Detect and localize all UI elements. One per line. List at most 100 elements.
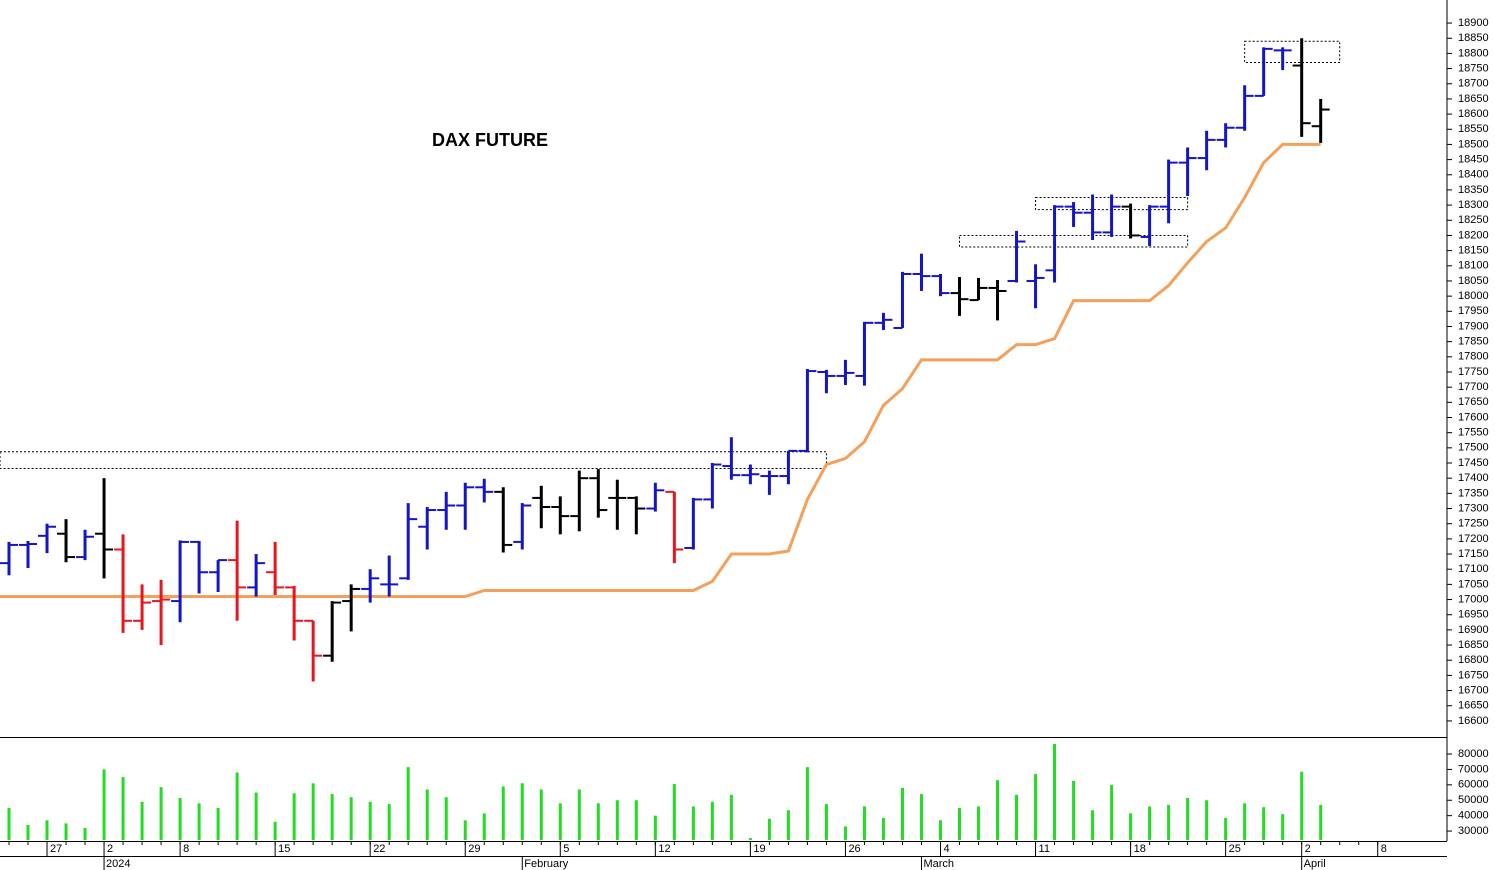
x-tick-label: 11 xyxy=(1039,843,1050,855)
volume-bar xyxy=(349,797,353,840)
volume-bar xyxy=(7,807,11,840)
y-tick-label: 17600 xyxy=(1458,411,1489,423)
y-tick-label: 18400 xyxy=(1458,169,1489,181)
volume-bar xyxy=(197,803,201,840)
x-group-label: April xyxy=(1304,858,1326,870)
y-tick-label: 17550 xyxy=(1458,427,1489,439)
volume-bar xyxy=(577,789,581,840)
y-tick-label: 18450 xyxy=(1458,154,1489,166)
volume-bar xyxy=(368,801,372,840)
volume-bar xyxy=(1224,817,1228,840)
volume-bar xyxy=(311,783,315,840)
y-tick-label: 16900 xyxy=(1458,624,1489,636)
volume-tick-label: 30000 xyxy=(1458,825,1489,837)
y-tick-label: 18350 xyxy=(1458,184,1489,196)
volume-bar xyxy=(1034,774,1038,840)
volume-bar xyxy=(1281,814,1285,840)
y-tick-label: 17050 xyxy=(1458,578,1489,590)
volume-bar xyxy=(1167,804,1171,840)
y-tick-label: 17350 xyxy=(1458,487,1489,499)
volume-bar xyxy=(558,803,562,840)
volume-bar xyxy=(1091,810,1095,840)
volume-bar xyxy=(444,797,448,840)
y-tick-label: 18650 xyxy=(1458,93,1489,105)
volume-bar xyxy=(26,824,30,840)
volume-bar xyxy=(1129,813,1133,840)
y-tick-label: 16950 xyxy=(1458,609,1489,621)
volume-bar xyxy=(1205,800,1209,840)
x-group-label: March xyxy=(923,858,954,870)
y-tick-label: 18300 xyxy=(1458,199,1489,211)
volume-bar xyxy=(862,806,866,840)
volume-bar xyxy=(1148,806,1152,840)
plot: 16600 16650 16700 16750 16800 16850 16900 16950… xyxy=(0,17,1489,870)
y-tick-label: 16700 xyxy=(1458,684,1489,696)
volume-bar xyxy=(1072,780,1076,840)
volume-bar xyxy=(1053,744,1057,840)
x-tick-label: 27 xyxy=(50,843,62,855)
x-tick-label: 18 xyxy=(1134,843,1146,855)
y-tick-label: 18500 xyxy=(1458,138,1489,150)
volume-tick-label: 50000 xyxy=(1458,794,1489,806)
volume-bar xyxy=(824,804,828,840)
y-tick-label: 17500 xyxy=(1458,442,1489,454)
volume-bar xyxy=(919,794,923,840)
y-tick-label: 18700 xyxy=(1458,78,1489,90)
x-tick-label: 8 xyxy=(1381,843,1387,855)
volume-tick-label: 70000 xyxy=(1458,763,1489,775)
y-tick-label: 18050 xyxy=(1458,275,1489,287)
volume-bar xyxy=(615,800,619,840)
y-tick-label: 17400 xyxy=(1458,472,1489,484)
volume-bar xyxy=(767,818,771,840)
x-tick-label: 8 xyxy=(183,843,189,855)
x-tick-label: 25 xyxy=(1229,843,1241,855)
x-tick-label: 2 xyxy=(107,843,113,855)
volume-bar xyxy=(539,789,543,840)
volume-bar xyxy=(330,794,334,840)
x-tick-label: 12 xyxy=(658,843,670,855)
volume-bar xyxy=(159,787,163,840)
volume-bar xyxy=(958,807,961,840)
volume-tick-label: 60000 xyxy=(1458,779,1489,791)
x-tick-label: 15 xyxy=(278,843,290,855)
y-tick-label: 17450 xyxy=(1458,457,1489,469)
volume-tick-label: 80000 xyxy=(1458,748,1489,760)
volume-bar xyxy=(292,793,296,840)
volume-bar xyxy=(273,821,277,840)
volume-bar xyxy=(83,827,87,840)
y-tick-label: 18850 xyxy=(1458,32,1489,44)
x-group-label: February xyxy=(524,858,569,870)
volume-bar xyxy=(653,815,657,840)
y-tick-label: 17150 xyxy=(1458,548,1489,560)
y-tick-label: 17300 xyxy=(1458,502,1489,514)
x-tick-label: 19 xyxy=(753,843,765,855)
y-tick-label: 18600 xyxy=(1458,108,1489,120)
y-tick-label: 17750 xyxy=(1458,366,1489,378)
zone xyxy=(959,234,1189,248)
volume-bar xyxy=(520,783,524,840)
y-tick-label: 17250 xyxy=(1458,518,1489,530)
y-tick-label: 17800 xyxy=(1458,351,1489,363)
y-tick-label: 18550 xyxy=(1458,123,1489,135)
stop-line xyxy=(0,142,1321,599)
volume-bar xyxy=(729,794,733,840)
zone xyxy=(1244,40,1341,64)
volume-bar xyxy=(1319,804,1323,840)
volume-bar xyxy=(216,807,220,840)
y-tick-label: 18250 xyxy=(1458,214,1489,226)
volume-bar xyxy=(805,767,809,840)
x-tick-label: 5 xyxy=(563,843,569,855)
volume-bar xyxy=(1300,771,1304,840)
volume-bar xyxy=(786,810,790,840)
y-tick-label: 18100 xyxy=(1458,260,1489,272)
volume-bar xyxy=(235,772,239,840)
volume-bar xyxy=(102,769,106,840)
volume-bar xyxy=(140,801,144,840)
volume-bar xyxy=(64,823,68,840)
y-tick-label: 17850 xyxy=(1458,336,1489,348)
volume-bar xyxy=(843,826,847,840)
volume-bar xyxy=(1186,797,1190,840)
y-tick-label: 17900 xyxy=(1458,320,1489,332)
